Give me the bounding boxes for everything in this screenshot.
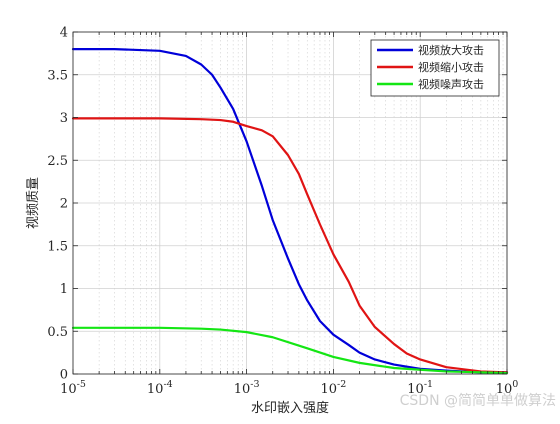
x-tick-label: 10-5 — [60, 379, 86, 397]
x-tick-label-exponent: -5 — [77, 379, 86, 390]
series-line-3 — [71, 326, 509, 375]
x-tick-label-base: 10 — [496, 382, 513, 397]
y-tick-label: 3 — [60, 111, 68, 126]
watermark-text: CSDN @简简单单做算法 — [400, 392, 556, 409]
x-tick-label-base: 10 — [60, 382, 77, 397]
y-tick-label: 1.5 — [47, 239, 68, 254]
series-line-1 — [71, 48, 509, 374]
x-tick-label-base: 10 — [320, 382, 337, 397]
x-tick-label-base: 10 — [234, 382, 251, 397]
y-tick-label: 1 — [60, 282, 68, 297]
x-tick-label: 100 — [496, 379, 519, 397]
x-tick-label-exponent: -1 — [424, 379, 433, 390]
legend-label-1: 视频放大攻击 — [418, 43, 484, 57]
x-tick-label: 10-3 — [234, 379, 260, 397]
legend-label-2: 视频缩小攻击 — [418, 60, 484, 74]
x-tick-label: 10-1 — [407, 379, 433, 397]
y-tick-label: 0.5 — [47, 325, 68, 340]
series-layer — [71, 48, 509, 375]
x-tick-label: 10-4 — [147, 379, 173, 397]
y-tick-label: 0 — [60, 368, 68, 383]
y-tick-label: 2 — [60, 197, 68, 212]
x-tick-label-base: 10 — [407, 382, 424, 397]
axis-ticks — [72, 31, 508, 375]
x-tick-label-exponent: -4 — [163, 379, 172, 390]
series-line-2 — [71, 117, 509, 374]
y-axis-title: 视频质量 — [26, 177, 41, 229]
x-tick-label-base: 10 — [147, 382, 164, 397]
y-tick-label: 3.5 — [47, 68, 68, 83]
x-tick-label-exponent: -2 — [337, 379, 346, 390]
x-tick-label: 10-2 — [320, 379, 346, 397]
x-axis-title: 水印嵌入强度 — [251, 400, 329, 416]
y-tick-label: 2.5 — [47, 154, 68, 169]
x-tick-label-exponent: -3 — [250, 379, 259, 390]
y-tick-label: 4 — [60, 26, 68, 41]
x-tick-label-exponent: 0 — [512, 379, 518, 390]
legend-label-3: 视频噪声攻击 — [418, 77, 484, 91]
